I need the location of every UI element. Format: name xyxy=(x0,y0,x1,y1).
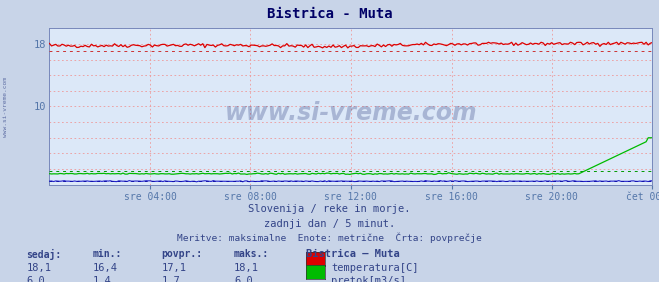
Text: 18,1: 18,1 xyxy=(234,263,259,273)
Text: Bistrica - Muta: Bistrica - Muta xyxy=(267,7,392,21)
Text: pretok[m3/s]: pretok[m3/s] xyxy=(331,276,407,282)
Text: 1,4: 1,4 xyxy=(92,276,111,282)
Text: www.si-vreme.com: www.si-vreme.com xyxy=(3,77,8,137)
Text: 17,1: 17,1 xyxy=(161,263,186,273)
Text: zadnji dan / 5 minut.: zadnji dan / 5 minut. xyxy=(264,219,395,228)
Text: 1,7: 1,7 xyxy=(161,276,180,282)
Text: Meritve: maksimalne  Enote: metrične  Črta: povprečje: Meritve: maksimalne Enote: metrične Črta… xyxy=(177,233,482,243)
Text: povpr.:: povpr.: xyxy=(161,249,202,259)
Text: temperatura[C]: temperatura[C] xyxy=(331,263,419,273)
Text: www.si-vreme.com: www.si-vreme.com xyxy=(225,101,477,125)
Text: 18,1: 18,1 xyxy=(26,263,51,273)
Text: Slovenija / reke in morje.: Slovenija / reke in morje. xyxy=(248,204,411,214)
Text: min.:: min.: xyxy=(92,249,122,259)
Text: 16,4: 16,4 xyxy=(92,263,117,273)
Text: sedaj:: sedaj: xyxy=(26,249,61,260)
Text: Bistrica – Muta: Bistrica – Muta xyxy=(306,249,400,259)
Text: maks.:: maks.: xyxy=(234,249,269,259)
Text: 6,0: 6,0 xyxy=(234,276,252,282)
Text: 6,0: 6,0 xyxy=(26,276,45,282)
